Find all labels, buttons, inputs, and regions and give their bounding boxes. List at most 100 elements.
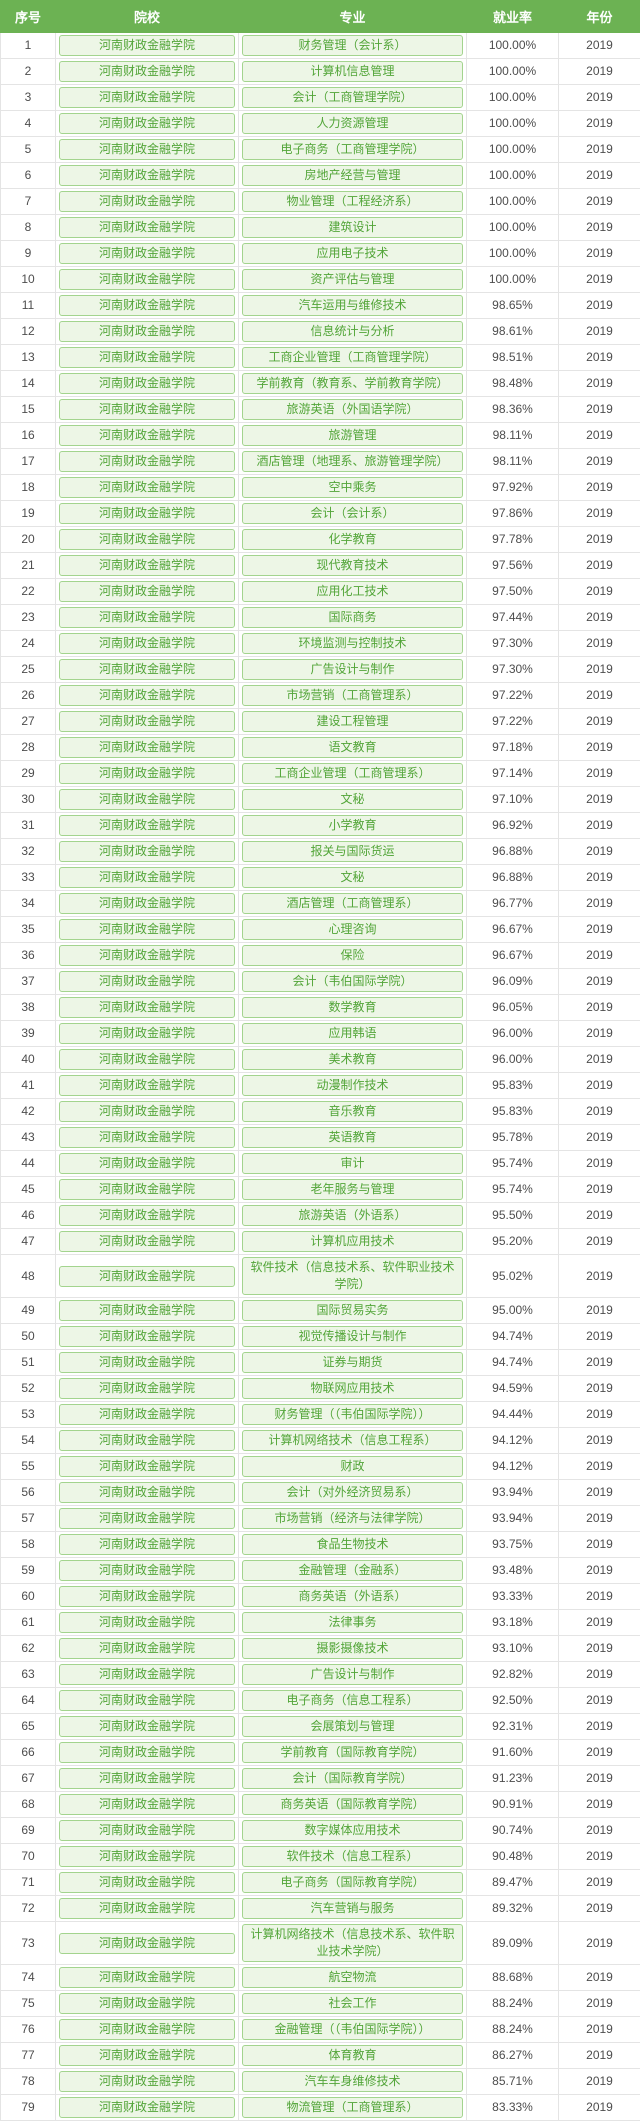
major-tag[interactable]: 酒店管理（地理系、旅游管理学院） — [242, 451, 463, 472]
school-tag[interactable]: 河南财政金融学院 — [59, 1075, 235, 1096]
school-tag[interactable]: 河南财政金融学院 — [59, 1049, 235, 1070]
school-tag[interactable]: 河南财政金融学院 — [59, 191, 235, 212]
school-tag[interactable]: 河南财政金融学院 — [59, 711, 235, 732]
school-tag[interactable]: 河南财政金融学院 — [59, 399, 235, 420]
school-tag[interactable]: 河南财政金融学院 — [59, 1482, 235, 1503]
school-tag[interactable]: 河南财政金融学院 — [59, 1378, 235, 1399]
school-tag[interactable]: 河南财政金融学院 — [59, 555, 235, 576]
major-tag[interactable]: 财政 — [242, 1456, 463, 1477]
school-tag[interactable]: 河南财政金融学院 — [59, 165, 235, 186]
major-tag[interactable]: 文秘 — [242, 789, 463, 810]
school-tag[interactable]: 河南财政金融学院 — [59, 763, 235, 784]
school-tag[interactable]: 河南财政金融学院 — [59, 217, 235, 238]
school-tag[interactable]: 河南财政金融学院 — [59, 1664, 235, 1685]
major-tag[interactable]: 软件技术（信息技术系、软件职业技术学院） — [242, 1257, 463, 1295]
school-tag[interactable]: 河南财政金融学院 — [59, 243, 235, 264]
school-tag[interactable]: 河南财政金融学院 — [59, 789, 235, 810]
school-tag[interactable]: 河南财政金融学院 — [59, 113, 235, 134]
major-tag[interactable]: 音乐教育 — [242, 1101, 463, 1122]
major-tag[interactable]: 电子商务（工商管理学院） — [242, 139, 463, 160]
school-tag[interactable]: 河南财政金融学院 — [59, 1794, 235, 1815]
school-tag[interactable]: 河南财政金融学院 — [59, 1560, 235, 1581]
major-tag[interactable]: 数字媒体应用技术 — [242, 1820, 463, 1841]
major-tag[interactable]: 文秘 — [242, 867, 463, 888]
major-tag[interactable]: 应用韩语 — [242, 1023, 463, 1044]
school-tag[interactable]: 河南财政金融学院 — [59, 1534, 235, 1555]
major-tag[interactable]: 广告设计与制作 — [242, 1664, 463, 1685]
school-tag[interactable]: 河南财政金融学院 — [59, 1846, 235, 1867]
major-tag[interactable]: 化学教育 — [242, 529, 463, 550]
school-tag[interactable]: 河南财政金融学院 — [59, 841, 235, 862]
school-tag[interactable]: 河南财政金融学院 — [59, 529, 235, 550]
major-tag[interactable]: 食品生物技术 — [242, 1534, 463, 1555]
major-tag[interactable]: 应用化工技术 — [242, 581, 463, 602]
school-tag[interactable]: 河南财政金融学院 — [59, 919, 235, 940]
school-tag[interactable]: 河南财政金融学院 — [59, 1993, 235, 2014]
school-tag[interactable]: 河南财政金融学院 — [59, 451, 235, 472]
major-tag[interactable]: 数学教育 — [242, 997, 463, 1018]
major-tag[interactable]: 计算机信息管理 — [242, 61, 463, 82]
major-tag[interactable]: 财务管理（（韦伯国际学院）） — [242, 1404, 463, 1425]
school-tag[interactable]: 河南财政金融学院 — [59, 1023, 235, 1044]
school-tag[interactable]: 河南财政金融学院 — [59, 1872, 235, 1893]
school-tag[interactable]: 河南财政金融学院 — [59, 2097, 235, 2118]
major-tag[interactable]: 现代教育技术 — [242, 555, 463, 576]
school-tag[interactable]: 河南财政金融学院 — [59, 35, 235, 56]
major-tag[interactable]: 应用电子技术 — [242, 243, 463, 264]
school-tag[interactable]: 河南财政金融学院 — [59, 1430, 235, 1451]
school-tag[interactable]: 河南财政金融学院 — [59, 425, 235, 446]
major-tag[interactable]: 计算机网络技术（信息工程系） — [242, 1430, 463, 1451]
school-tag[interactable]: 河南财政金融学院 — [59, 1456, 235, 1477]
school-tag[interactable]: 河南财政金融学院 — [59, 2045, 235, 2066]
major-tag[interactable]: 旅游英语（外国语学院） — [242, 399, 463, 420]
school-tag[interactable]: 河南财政金融学院 — [59, 945, 235, 966]
major-tag[interactable]: 汽车车身维修技术 — [242, 2071, 463, 2092]
school-tag[interactable]: 河南财政金融学院 — [59, 1638, 235, 1659]
school-tag[interactable]: 河南财政金融学院 — [59, 1508, 235, 1529]
major-tag[interactable]: 体育教育 — [242, 2045, 463, 2066]
major-tag[interactable]: 旅游英语（外语系） — [242, 1205, 463, 1226]
major-tag[interactable]: 法律事务 — [242, 1612, 463, 1633]
major-tag[interactable]: 保险 — [242, 945, 463, 966]
school-tag[interactable]: 河南财政金融学院 — [59, 971, 235, 992]
school-tag[interactable]: 河南财政金融学院 — [59, 633, 235, 654]
school-tag[interactable]: 河南财政金融学院 — [59, 477, 235, 498]
major-tag[interactable]: 审计 — [242, 1153, 463, 1174]
school-tag[interactable]: 河南财政金融学院 — [59, 373, 235, 394]
school-tag[interactable]: 河南财政金融学院 — [59, 269, 235, 290]
major-tag[interactable]: 学前教育（教育系、学前教育学院） — [242, 373, 463, 394]
major-tag[interactable]: 老年服务与管理 — [242, 1179, 463, 1200]
major-tag[interactable]: 视觉传播设计与制作 — [242, 1326, 463, 1347]
major-tag[interactable]: 摄影摄像技术 — [242, 1638, 463, 1659]
major-tag[interactable]: 汽车运用与维修技术 — [242, 295, 463, 316]
school-tag[interactable]: 河南财政金融学院 — [59, 607, 235, 628]
school-tag[interactable]: 河南财政金融学院 — [59, 61, 235, 82]
major-tag[interactable]: 国际贸易实务 — [242, 1300, 463, 1321]
school-tag[interactable]: 河南财政金融学院 — [59, 685, 235, 706]
school-tag[interactable]: 河南财政金融学院 — [59, 581, 235, 602]
school-tag[interactable]: 河南财政金融学院 — [59, 503, 235, 524]
school-tag[interactable]: 河南财政金融学院 — [59, 893, 235, 914]
major-tag[interactable]: 电子商务（信息工程系） — [242, 1690, 463, 1711]
school-tag[interactable]: 河南财政金融学院 — [59, 1326, 235, 1347]
major-tag[interactable]: 英语教育 — [242, 1127, 463, 1148]
major-tag[interactable]: 商务英语（国际教育学院） — [242, 1794, 463, 1815]
school-tag[interactable]: 河南财政金融学院 — [59, 1101, 235, 1122]
school-tag[interactable]: 河南财政金融学院 — [59, 1967, 235, 1988]
school-tag[interactable]: 河南财政金融学院 — [59, 997, 235, 1018]
school-tag[interactable]: 河南财政金融学院 — [59, 1690, 235, 1711]
major-tag[interactable]: 语文教育 — [242, 737, 463, 758]
major-tag[interactable]: 会计（对外经济贸易系） — [242, 1482, 463, 1503]
school-tag[interactable]: 河南财政金融学院 — [59, 1612, 235, 1633]
major-tag[interactable]: 航空物流 — [242, 1967, 463, 1988]
school-tag[interactable]: 河南财政金融学院 — [59, 1300, 235, 1321]
school-tag[interactable]: 河南财政金融学院 — [59, 347, 235, 368]
major-tag[interactable]: 美术教育 — [242, 1049, 463, 1070]
school-tag[interactable]: 河南财政金融学院 — [59, 1266, 235, 1287]
major-tag[interactable]: 酒店管理（工商管理系） — [242, 893, 463, 914]
major-tag[interactable]: 空中乘务 — [242, 477, 463, 498]
major-tag[interactable]: 金融管理（金融系） — [242, 1560, 463, 1581]
school-tag[interactable]: 河南财政金融学院 — [59, 2019, 235, 2040]
major-tag[interactable]: 会展策划与管理 — [242, 1716, 463, 1737]
school-tag[interactable]: 河南财政金融学院 — [59, 1898, 235, 1919]
